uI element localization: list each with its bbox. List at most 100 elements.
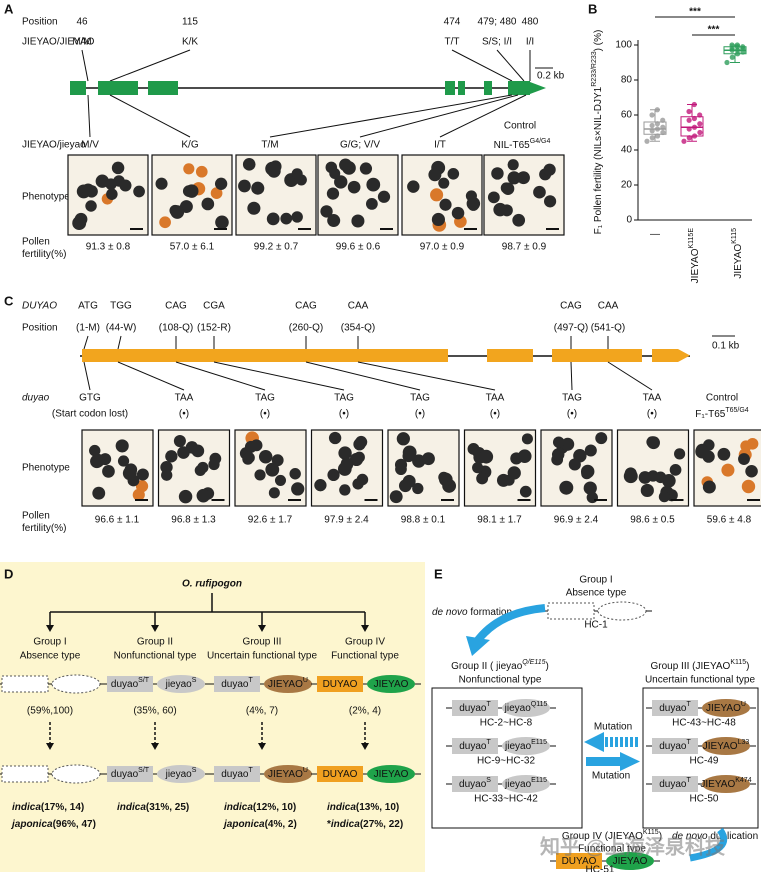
mutation-dash: [610, 737, 613, 747]
gene-box: [107, 676, 153, 692]
gene-label: duyaoT: [659, 777, 691, 789]
box: [643, 121, 667, 135]
row-label-part: (%): [51, 523, 67, 534]
exon: [484, 81, 492, 95]
arrow-head: [361, 743, 369, 750]
arrow-head: [258, 743, 266, 750]
connector: [109, 49, 191, 82]
pollen-grain: [507, 159, 519, 171]
effect: (•): [339, 409, 349, 420]
group-name-part: Group III (JIEYAO: [650, 661, 730, 672]
gene-label-part: duyao: [659, 779, 687, 790]
gene-label-part: Q115: [531, 701, 548, 708]
x-tick-label-part: JIEYAO: [733, 244, 744, 279]
row-label-part: (%): [51, 249, 67, 260]
scale-label: 0.1 kb: [712, 341, 740, 352]
gene-label-part: JIEYAO: [703, 741, 738, 752]
fertility-value: 57.0 ± 6.1: [170, 242, 215, 253]
gene-label: jieyaoE115: [504, 777, 547, 789]
point: [724, 59, 730, 66]
pollen-grain: [552, 436, 565, 448]
gene-label-part: U: [303, 677, 308, 684]
gene-label-part: JIEYAO: [268, 769, 303, 780]
fertility-value: 96.6 ± 1.1: [95, 515, 140, 526]
population: japonica(96%, 47): [10, 819, 96, 830]
gene-box: [547, 602, 595, 620]
point: [697, 112, 703, 118]
population-part: japonica: [10, 819, 53, 830]
position: (152-R): [197, 323, 231, 334]
gene-box: [652, 738, 698, 754]
population-part: indica: [224, 802, 253, 813]
position: (44-W): [106, 323, 137, 334]
gene-ellipse: [702, 775, 750, 793]
y-tick-label: 20: [621, 180, 633, 191]
pollen-grain: [196, 488, 211, 503]
effect: (Start codon lost): [52, 409, 128, 420]
pollen-grain: [533, 185, 546, 199]
pollen-grain: [291, 168, 303, 180]
control-label: Control: [706, 393, 738, 404]
gene-label-part: DUYAO: [323, 679, 358, 690]
gene-label: jieyaoQ115: [504, 701, 548, 713]
row-label: fertility(%): [22, 523, 66, 534]
gene-label-part: JIEYAO: [374, 679, 409, 690]
point: [686, 117, 692, 123]
pollen-grain: [662, 473, 676, 488]
fertility-value: 92.6 ± 1.7: [248, 515, 293, 526]
gene-ellipse: [702, 737, 750, 755]
pollen-grain: [340, 458, 354, 471]
codon: CAA: [598, 301, 619, 312]
panel-label: D: [4, 566, 13, 581]
pollen-grain: [325, 161, 338, 174]
gene-label-part: duyao: [659, 703, 687, 714]
pollen-grain: [195, 165, 208, 178]
pollen-grain: [377, 190, 391, 203]
point: [740, 44, 746, 50]
pollen-grain: [439, 198, 452, 211]
position: 46: [76, 17, 88, 28]
connector: [87, 94, 91, 138]
gene-label: duyaoT: [459, 701, 491, 713]
pollen-grain: [274, 474, 287, 486]
fertility-value: 97.0 ± 0.9: [420, 242, 465, 253]
fertility-value: 59.6 ± 4.8: [707, 515, 752, 526]
group-type: Functional type: [331, 651, 399, 662]
gene-box: [556, 853, 602, 869]
pollen-grain: [365, 198, 378, 210]
pollen-grain: [431, 212, 445, 227]
pollen-grain: [90, 453, 105, 468]
pollen-grain: [702, 480, 716, 494]
gene-label: duyaoS/T: [111, 767, 150, 779]
pollen-grain: [105, 178, 117, 190]
pollen-grain: [178, 489, 193, 504]
pollen-grain: [487, 191, 500, 204]
control-line-part: F₁-T65: [695, 409, 725, 420]
pollen-grain: [674, 448, 686, 460]
pollen-grain: [738, 453, 750, 465]
pollen-grain: [543, 195, 557, 208]
control-label: Control: [504, 121, 536, 132]
connector: [213, 361, 345, 391]
pollen-grain: [191, 444, 205, 458]
group-type: Nonfunctional type: [114, 651, 197, 662]
population: indica(17%, 14): [12, 802, 84, 813]
position: 115: [182, 17, 198, 28]
y-axis-label: F₁ Pollen fertility (NILs×NIL-DJY1R233/R…: [591, 30, 603, 235]
exon: [148, 81, 178, 95]
codon: CAG: [295, 301, 317, 312]
position: 479; 480: [478, 17, 517, 28]
frequency: (59%,100): [27, 706, 73, 717]
gene-arrow: [678, 349, 690, 362]
pollen-grain: [280, 212, 293, 225]
pollen-grain: [314, 479, 327, 492]
haplotype-id: HC-50: [690, 794, 719, 805]
arrow-head: [46, 625, 54, 632]
gene-label-part: jieyao: [165, 679, 193, 690]
position: (260-Q): [289, 323, 323, 334]
pollen-grain: [493, 202, 507, 217]
population: indica(13%, 10): [327, 802, 399, 813]
gene-label: duyaoS/T: [111, 677, 150, 689]
pollen-grain: [347, 180, 361, 194]
